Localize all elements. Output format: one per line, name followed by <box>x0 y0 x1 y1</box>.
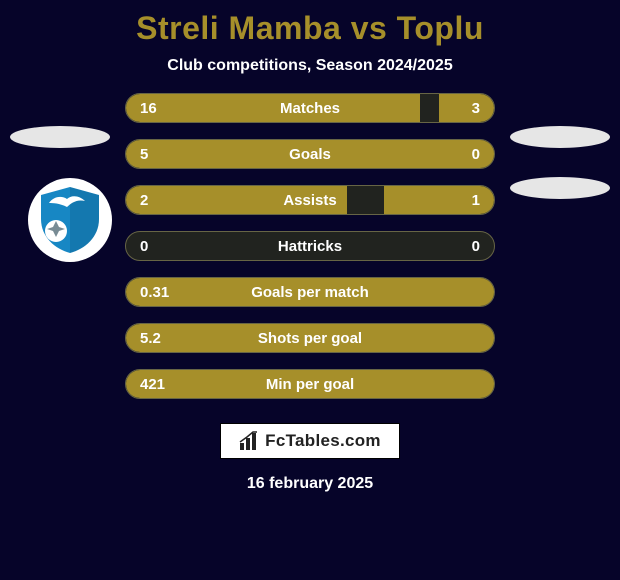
stat-fill-right <box>384 186 494 214</box>
stat-row: 0.31Goals per match <box>125 277 495 307</box>
stat-fill-right <box>439 94 494 122</box>
player-slot-right-1 <box>510 126 610 148</box>
stat-row: 5.2Shots per goal <box>125 323 495 353</box>
stat-fill-left <box>126 186 347 214</box>
stat-row: 421Min per goal <box>125 369 495 399</box>
shield-icon <box>37 185 103 255</box>
bars-icon <box>239 431 261 451</box>
page-subtitle: Club competitions, Season 2024/2025 <box>0 57 620 75</box>
footer-date: 16 february 2025 <box>0 475 620 493</box>
stat-fill-left <box>126 324 494 352</box>
stat-value-right: 0 <box>472 232 480 260</box>
stat-fill-left <box>126 94 420 122</box>
stat-row: 0Hattricks0 <box>125 231 495 261</box>
stat-row: 2Assists1 <box>125 185 495 215</box>
page-title: Streli Mamba vs Toplu <box>0 0 620 47</box>
stat-row: 5Goals0 <box>125 139 495 169</box>
footer-brand-text: FcTables.com <box>265 431 381 451</box>
stat-fill-left <box>126 140 494 168</box>
stat-label: Hattricks <box>126 232 494 260</box>
stat-fill-left <box>126 370 494 398</box>
player-slot-left <box>10 126 110 148</box>
footer-brand-box: FcTables.com <box>220 423 400 459</box>
player-slot-right-2 <box>510 177 610 199</box>
stat-fill-left <box>126 278 494 306</box>
stat-row: 16Matches3 <box>125 93 495 123</box>
club-badge-left <box>28 178 112 262</box>
stat-value-left: 0 <box>140 232 148 260</box>
stats-rows: 16Matches3 5Goals0 2Assists1 0Hattricks0 0.3… <box>125 93 495 399</box>
